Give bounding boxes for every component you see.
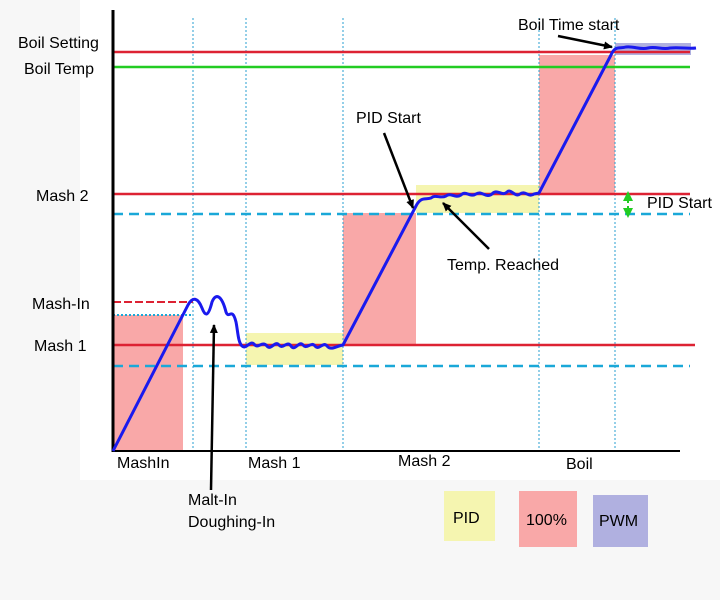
phase-label-mashin: MashIn bbox=[117, 455, 169, 472]
mash2-pid-region bbox=[416, 185, 539, 213]
legend-pwm-label: PWM bbox=[599, 513, 638, 530]
legend-pwm-swatch bbox=[593, 495, 648, 547]
phase-label-boil: Boil bbox=[566, 456, 593, 473]
legend-pid-label: PID bbox=[453, 510, 480, 527]
legend: PID 100% PWM bbox=[444, 491, 648, 547]
phase-label-mash1: Mash 1 bbox=[248, 455, 301, 472]
temp-reached-arrow bbox=[442, 202, 490, 250]
mash2-label: Mash 2 bbox=[36, 188, 89, 205]
boil-setting-label: Boil Setting bbox=[18, 35, 99, 52]
temperature-curve bbox=[111, 45, 697, 452]
phase-label-mash2: Mash 2 bbox=[398, 453, 451, 470]
pid-start-annotation: PID Start bbox=[356, 110, 421, 127]
boil-temp-label: Boil Temp bbox=[24, 61, 94, 78]
legend-full-power-label: 100% bbox=[526, 512, 567, 529]
malt-in-arrow bbox=[209, 324, 218, 491]
temp-reached-annotation: Temp. Reached bbox=[447, 257, 559, 274]
pid-start-arrow bbox=[382, 132, 415, 209]
boil-time-start-arrow bbox=[557, 34, 613, 50]
boil-time-start-annotation: Boil Time start bbox=[518, 17, 620, 34]
phase-separators bbox=[192, 18, 616, 452]
doughing-in-label: Doughing-In bbox=[188, 514, 275, 531]
mash-in-label: Mash-In bbox=[32, 296, 90, 313]
pid-start-right-annotation: PID Start bbox=[647, 195, 712, 212]
mash1-label: Mash 1 bbox=[34, 338, 87, 355]
malt-in-label: Malt-In bbox=[188, 492, 237, 509]
legend-full-power-swatch bbox=[519, 491, 577, 547]
legend-pid-swatch bbox=[444, 491, 495, 541]
